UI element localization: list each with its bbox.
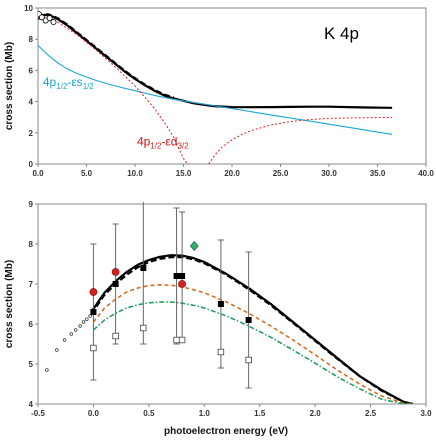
- data-point-filled-square: [140, 265, 147, 271]
- annotation-text: 4p: [43, 75, 57, 89]
- series-line-green-dashdot-3: [92, 301, 413, 404]
- data-point-red-circle: [111, 268, 120, 276]
- data-point-filled-square: [245, 317, 252, 323]
- x-tick-label: 2.5: [365, 409, 377, 418]
- series-line-dashed-black-1: [38, 13, 175, 99]
- data-point-open-circle: [50, 19, 57, 26]
- annotation-text: -εs: [67, 75, 82, 89]
- y-tick-label: 7: [29, 280, 34, 289]
- data-point-open-square: [173, 336, 180, 344]
- y-tick-label: 10: [24, 4, 33, 13]
- data-point-small-circle: [88, 314, 92, 318]
- plot-area: [38, 11, 393, 164]
- annotation-subscript: 1/2: [56, 82, 68, 91]
- plot-frame: [37, 7, 427, 165]
- x-tick-label: 1.0: [199, 409, 211, 418]
- series-line-orange-dashed-2: [92, 284, 413, 404]
- data-point-open-square: [217, 348, 225, 356]
- data-point-open-circle: [46, 15, 53, 22]
- data-point-small-circle: [45, 368, 49, 372]
- bottom-panel-photoelectron: -0.5 0.0 0.5 1.0 1.5 2.0 2.5 3.0 4 5 6 7 8 9 cross sec…: [4, 200, 432, 437]
- x-tick-label: 35.0: [370, 169, 386, 178]
- data-point-filled-square: [90, 309, 97, 315]
- x-tick-label: 25.0: [273, 169, 289, 178]
- x-tick-label: 10.0: [127, 169, 143, 178]
- x-tick-label: 0.5: [143, 409, 155, 418]
- data-point-small-circle: [69, 332, 74, 336]
- y-axis-label: cross section (Mb): [4, 42, 15, 130]
- y-tick-label: 8: [29, 35, 34, 44]
- y-tick-label: 6: [29, 320, 34, 329]
- data-point-small-circle: [62, 338, 67, 342]
- data-point-small-circle: [81, 320, 86, 324]
- series-line-red-dotted-4: [208, 117, 393, 164]
- data-point-open-square: [178, 336, 186, 344]
- data-point-filled-square: [217, 301, 224, 307]
- annotation-subscript: 1/2: [150, 141, 162, 150]
- data-point-small-circle: [78, 324, 82, 328]
- chart-title: K 4p: [324, 24, 359, 43]
- data-point-red-circle: [89, 288, 98, 296]
- data-point-filled-square: [179, 273, 186, 279]
- x-tick-label: 0.0: [32, 169, 44, 178]
- y-tick-label: 9: [29, 200, 34, 209]
- series-line-blue-2: [38, 45, 393, 135]
- y-tick-label: 2: [29, 129, 34, 138]
- top-panel-k4p: 0.0 5.0 10.0 15.0 20.0 25.0 30.0 35.0 40.0 10 8 6 4 2…: [4, 4, 434, 178]
- y-tick-label: 4: [29, 400, 34, 409]
- y-tick-label: 0: [29, 160, 34, 169]
- data-point-open-square: [112, 332, 119, 340]
- data-point-small-circle: [73, 328, 78, 332]
- x-tick-label: 3.0: [420, 409, 432, 418]
- y-tick-label: 5: [29, 360, 34, 369]
- x-axis-label: photoelectron energy (eV): [164, 426, 288, 437]
- series-line-dashed-black-1: [90, 256, 413, 404]
- data-point-small-circle: [55, 348, 59, 352]
- curve-annotation: 4p1/2-εd3/2: [137, 134, 189, 150]
- plot-area: [45, 202, 413, 404]
- x-tick-label: 5.0: [81, 169, 93, 178]
- data-point-open-square: [140, 324, 147, 332]
- x-tick-label: 30.0: [321, 169, 337, 178]
- curve-annotation: 4p1/2-εs1/2: [43, 75, 95, 91]
- x-tick-label: 15.0: [176, 169, 192, 178]
- data-point-green-diamond: [189, 241, 199, 251]
- plot-frame: [37, 203, 427, 405]
- y-tick-label: 4: [29, 98, 34, 107]
- data-point-small-circle: [85, 317, 89, 321]
- x-tick-label: 0.0: [88, 409, 100, 418]
- series-line-red-dotted-3: [38, 16, 188, 164]
- data-point-filled-square: [112, 281, 119, 287]
- x-tick-label: -0.5: [31, 409, 45, 418]
- data-point-open-square: [245, 356, 252, 364]
- data-point-filled-square: [173, 273, 180, 279]
- data-point-open-square: [90, 344, 97, 352]
- x-tick-label: 40.0: [418, 169, 434, 178]
- annotation-text: -εd: [161, 134, 177, 148]
- y-tick-label: 8: [29, 240, 34, 249]
- x-tick-label: 2.0: [310, 409, 322, 418]
- data-point-red-circle: [178, 280, 187, 288]
- y-tick-label: 6: [29, 66, 34, 75]
- x-tick-label: 20.0: [224, 169, 240, 178]
- y-axis-label: cross section (Mb): [4, 260, 15, 348]
- x-tick-label: 1.5: [254, 409, 266, 418]
- data-point-open-circle: [38, 14, 45, 21]
- annotation-subscript: 1/2: [83, 82, 95, 91]
- series-line-solid-black-0: [90, 254, 413, 404]
- annotation-text: 4p: [137, 134, 151, 148]
- annotation-subscript: 3/2: [177, 141, 189, 150]
